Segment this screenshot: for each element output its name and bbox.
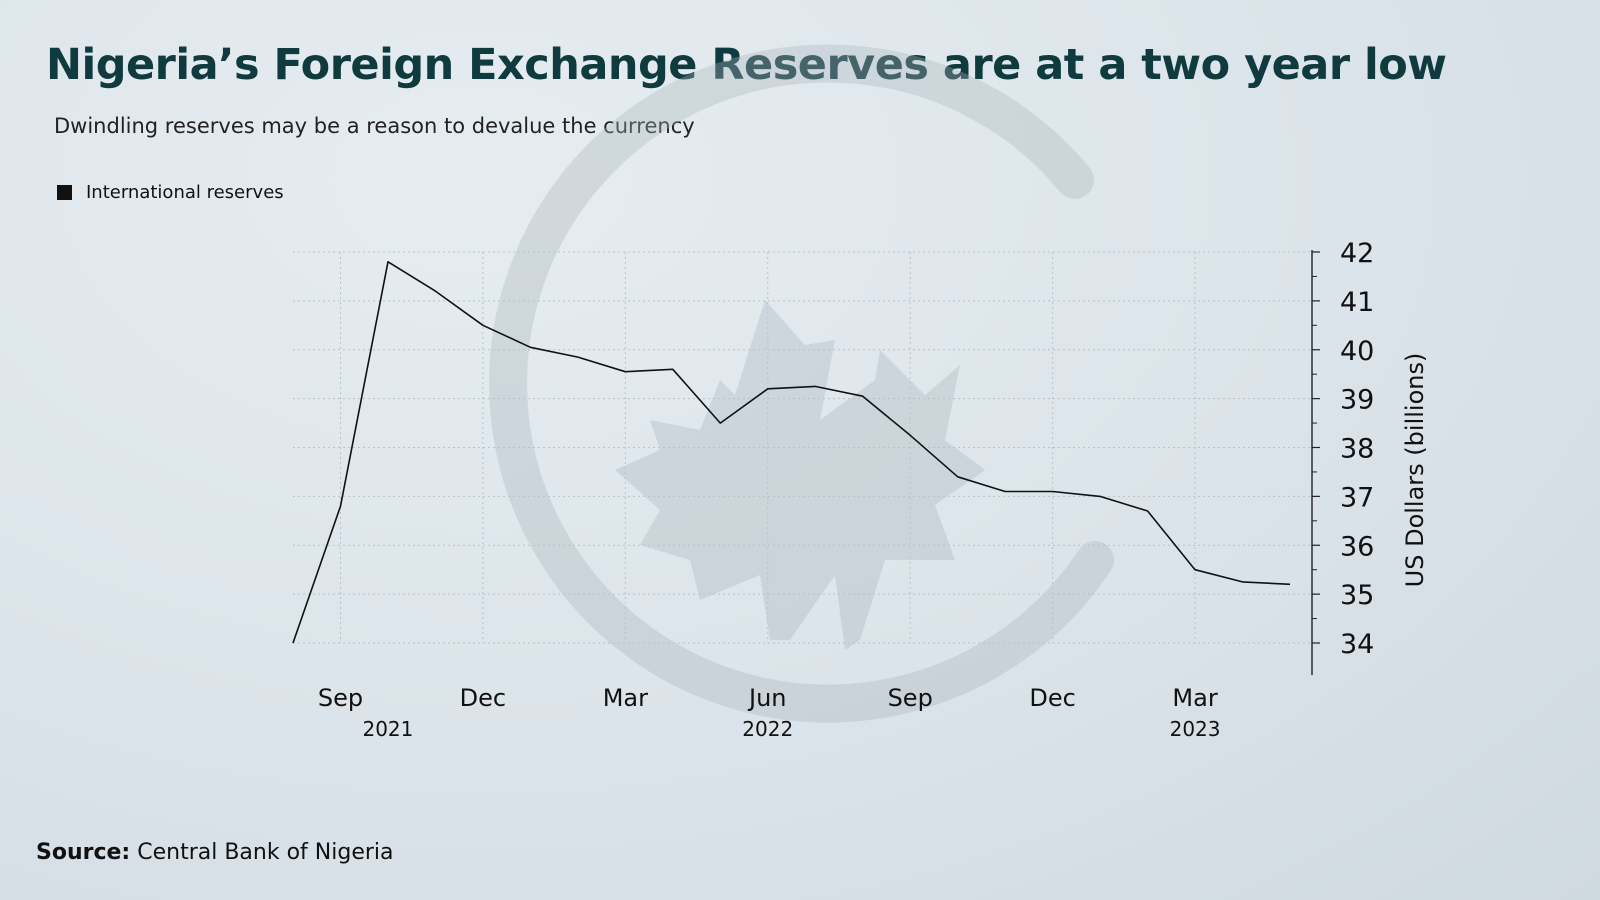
x-tick-label-0: Sep — [318, 684, 363, 712]
grid-lines — [293, 251, 1312, 644]
legend-label-international-reserves: International reserves — [86, 182, 284, 203]
x-tick-label-2: Mar — [603, 684, 648, 712]
watermark-emblem — [489, 44, 1114, 723]
x-tick-label-5: Dec — [1029, 684, 1075, 712]
x-axis-labels: Sep Dec Mar Jun Sep Dec Mar 2021 2022 2023 — [318, 684, 1221, 741]
series-line-international-reserves — [292, 260, 1291, 644]
x-year-label-2022: 2022 — [742, 717, 793, 741]
x-tick-label-4: Sep — [888, 684, 933, 712]
source-label: Source: — [36, 840, 131, 865]
y-tick-label-39: 39 — [1340, 385, 1374, 416]
x-year-label-2021: 2021 — [362, 717, 413, 741]
y-tick-label-38: 38 — [1340, 434, 1374, 465]
series-international-reserves — [292, 260, 1291, 644]
source-note: Source: Central Bank of Nigeria — [36, 840, 394, 865]
y-tick-label-36: 36 — [1340, 531, 1374, 562]
y-tick-label-35: 35 — [1340, 580, 1374, 611]
legend-swatch-international-reserves — [57, 185, 72, 200]
y-tick-label-42: 42 — [1340, 238, 1374, 269]
y-tick-label-37: 37 — [1340, 482, 1374, 513]
chart-legend: International reserves — [57, 182, 284, 203]
x-year-label-2023: 2023 — [1170, 717, 1221, 741]
y-axis-title: US Dollars (billions) — [1401, 353, 1429, 588]
y-tick-label-34: 34 — [1340, 629, 1374, 660]
x-tick-label-6: Mar — [1172, 684, 1217, 712]
x-tick-label-3: Jun — [747, 684, 787, 712]
source-text: Central Bank of Nigeria — [137, 840, 394, 865]
x-tick-label-1: Dec — [460, 684, 506, 712]
y-tick-label-41: 41 — [1340, 287, 1374, 318]
y-axis: 34 35 36 37 38 39 40 41 42 — [1311, 238, 1374, 675]
page-subtitle: Dwindling reserves may be a reason to de… — [54, 114, 695, 138]
y-tick-label-40: 40 — [1340, 336, 1374, 367]
page-title: Nigeria’s Foreign Exchange Reserves are … — [46, 40, 1447, 90]
